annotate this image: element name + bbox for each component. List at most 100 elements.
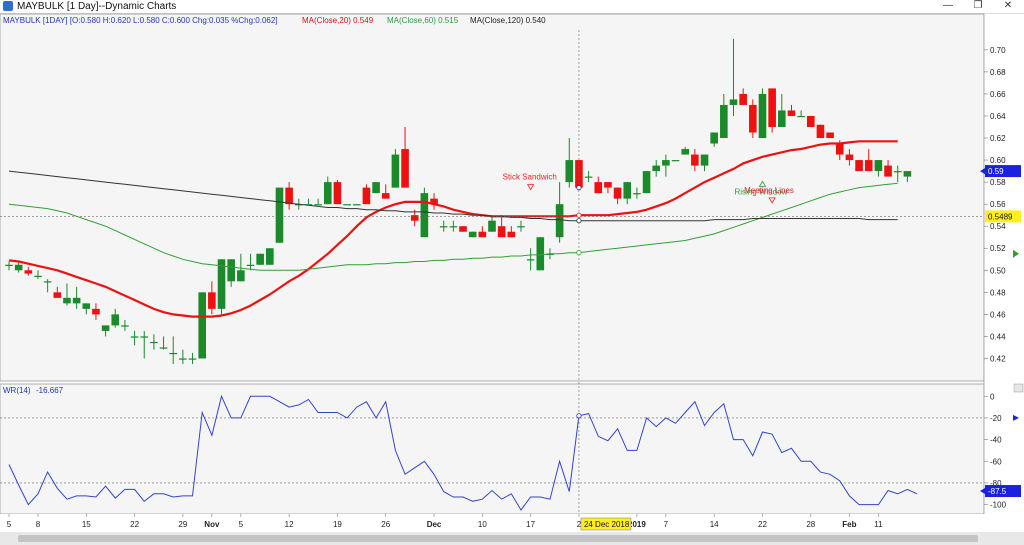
candle-up <box>295 204 303 206</box>
candle-up <box>584 176 593 178</box>
candle-up <box>565 160 574 183</box>
candle-down <box>884 165 892 177</box>
scrollbar-thumb[interactable] <box>18 535 978 542</box>
app-icon <box>3 1 13 11</box>
candle-down <box>333 182 342 205</box>
candle-up <box>420 193 429 238</box>
candle-down <box>749 104 757 133</box>
date-tick-label: 29 <box>178 520 187 529</box>
collapse-panel-icon[interactable] <box>1013 383 1024 393</box>
wr-value-arrow <box>980 488 985 495</box>
candle-up <box>797 115 805 118</box>
candle-up <box>121 325 129 327</box>
annotation-label: Meeting Lines <box>744 186 794 195</box>
wr-gridlines <box>0 417 984 484</box>
candle-up <box>266 248 274 265</box>
candle-up <box>662 160 670 166</box>
date-tick-label: Dec <box>427 520 442 529</box>
close-button[interactable]: ✕ <box>1003 0 1013 11</box>
price-tick-label: 0.44 <box>990 332 1006 341</box>
price-tick-label: 0.42 <box>990 354 1006 363</box>
last-price-label: 0.59 <box>988 167 1004 176</box>
candle-up <box>101 325 110 331</box>
last-price-badge <box>985 165 1021 178</box>
date-tick-label: 17 <box>526 520 535 529</box>
price-tick-label: 0.68 <box>990 68 1006 77</box>
candle-down <box>53 292 62 298</box>
date-tick-label: 26 <box>381 520 390 529</box>
ma20-legend: MA(Close,20) 0.549 <box>302 16 374 25</box>
cursor-marker-wr <box>576 413 582 419</box>
candle-down <box>381 193 390 199</box>
candle-up <box>729 99 738 105</box>
candle-up <box>159 347 168 349</box>
candle-up <box>681 149 689 155</box>
candle-up <box>720 104 728 139</box>
ma60-legend: MA(Close,60) 0.515 <box>387 16 459 25</box>
candle-up <box>72 297 81 304</box>
date-tick-label: 5 <box>239 520 244 529</box>
candle-up <box>304 204 313 206</box>
candle-up <box>546 253 554 255</box>
candle-up <box>5 264 13 266</box>
ma60-edge-marker <box>1013 249 1019 258</box>
candle-up <box>700 154 709 166</box>
date-tick-label: 2019 <box>628 520 646 529</box>
candle-down <box>497 226 506 238</box>
candle-down <box>430 198 438 205</box>
wr-value-legend: -16.667 <box>36 386 64 395</box>
candle-down <box>459 226 467 232</box>
candle-up <box>227 259 235 282</box>
candle-down <box>208 292 216 309</box>
candle-down <box>826 132 834 139</box>
candle-down <box>787 110 796 116</box>
candle-up <box>449 226 458 228</box>
minimize-button[interactable]: — <box>943 0 953 11</box>
ma-line-0 <box>8 140 898 318</box>
candle-down <box>613 187 622 199</box>
candle-up <box>43 281 52 283</box>
price-tick-label: 0.56 <box>990 200 1006 209</box>
candle-down <box>507 231 516 238</box>
candle-down <box>24 270 33 274</box>
candle-up <box>237 270 245 282</box>
candle-up <box>275 187 284 243</box>
candle-up <box>169 352 178 355</box>
candle-up <box>391 154 400 188</box>
wr-level-marker <box>1013 414 1019 421</box>
candle-down <box>285 187 293 205</box>
window-title: MAYBULK [1 Day]--Dynamic Charts <box>17 1 177 12</box>
candle-up <box>623 182 632 199</box>
candle-up <box>352 204 361 206</box>
candle-up <box>758 93 767 139</box>
candle-up <box>903 171 912 177</box>
candle-down <box>845 154 854 161</box>
price-tick-label: 0.62 <box>990 134 1006 143</box>
wr-series <box>8 394 918 511</box>
cursor-date-badge <box>580 517 632 531</box>
candle-up <box>150 341 158 344</box>
price-tick-label: 0.50 <box>990 266 1006 275</box>
date-tick-label: 11 <box>874 520 883 529</box>
candle-up <box>14 264 23 271</box>
price-tick-label: 0.54 <box>990 222 1006 231</box>
candle-up <box>652 165 661 172</box>
candle-up <box>246 264 255 266</box>
candle-down <box>478 231 487 238</box>
indicator-panel[interactable] <box>0 383 985 515</box>
candle-down <box>855 160 863 172</box>
wr-line <box>8 394 918 511</box>
price-panel[interactable] <box>0 13 985 382</box>
candle-up <box>217 259 226 309</box>
candle-down <box>604 182 612 188</box>
candle-up <box>111 314 120 326</box>
date-tick-label: 14 <box>710 520 719 529</box>
restore-button[interactable]: ❐ <box>973 0 983 11</box>
candle-up <box>642 171 651 194</box>
candle-up <box>778 110 786 127</box>
value-badges: 0.59 0.5489 -87.5 <box>980 165 1021 498</box>
annotation-label: Stick Sandwich <box>503 173 557 182</box>
candle-up <box>63 297 71 304</box>
annotation-down-marker <box>768 197 776 204</box>
